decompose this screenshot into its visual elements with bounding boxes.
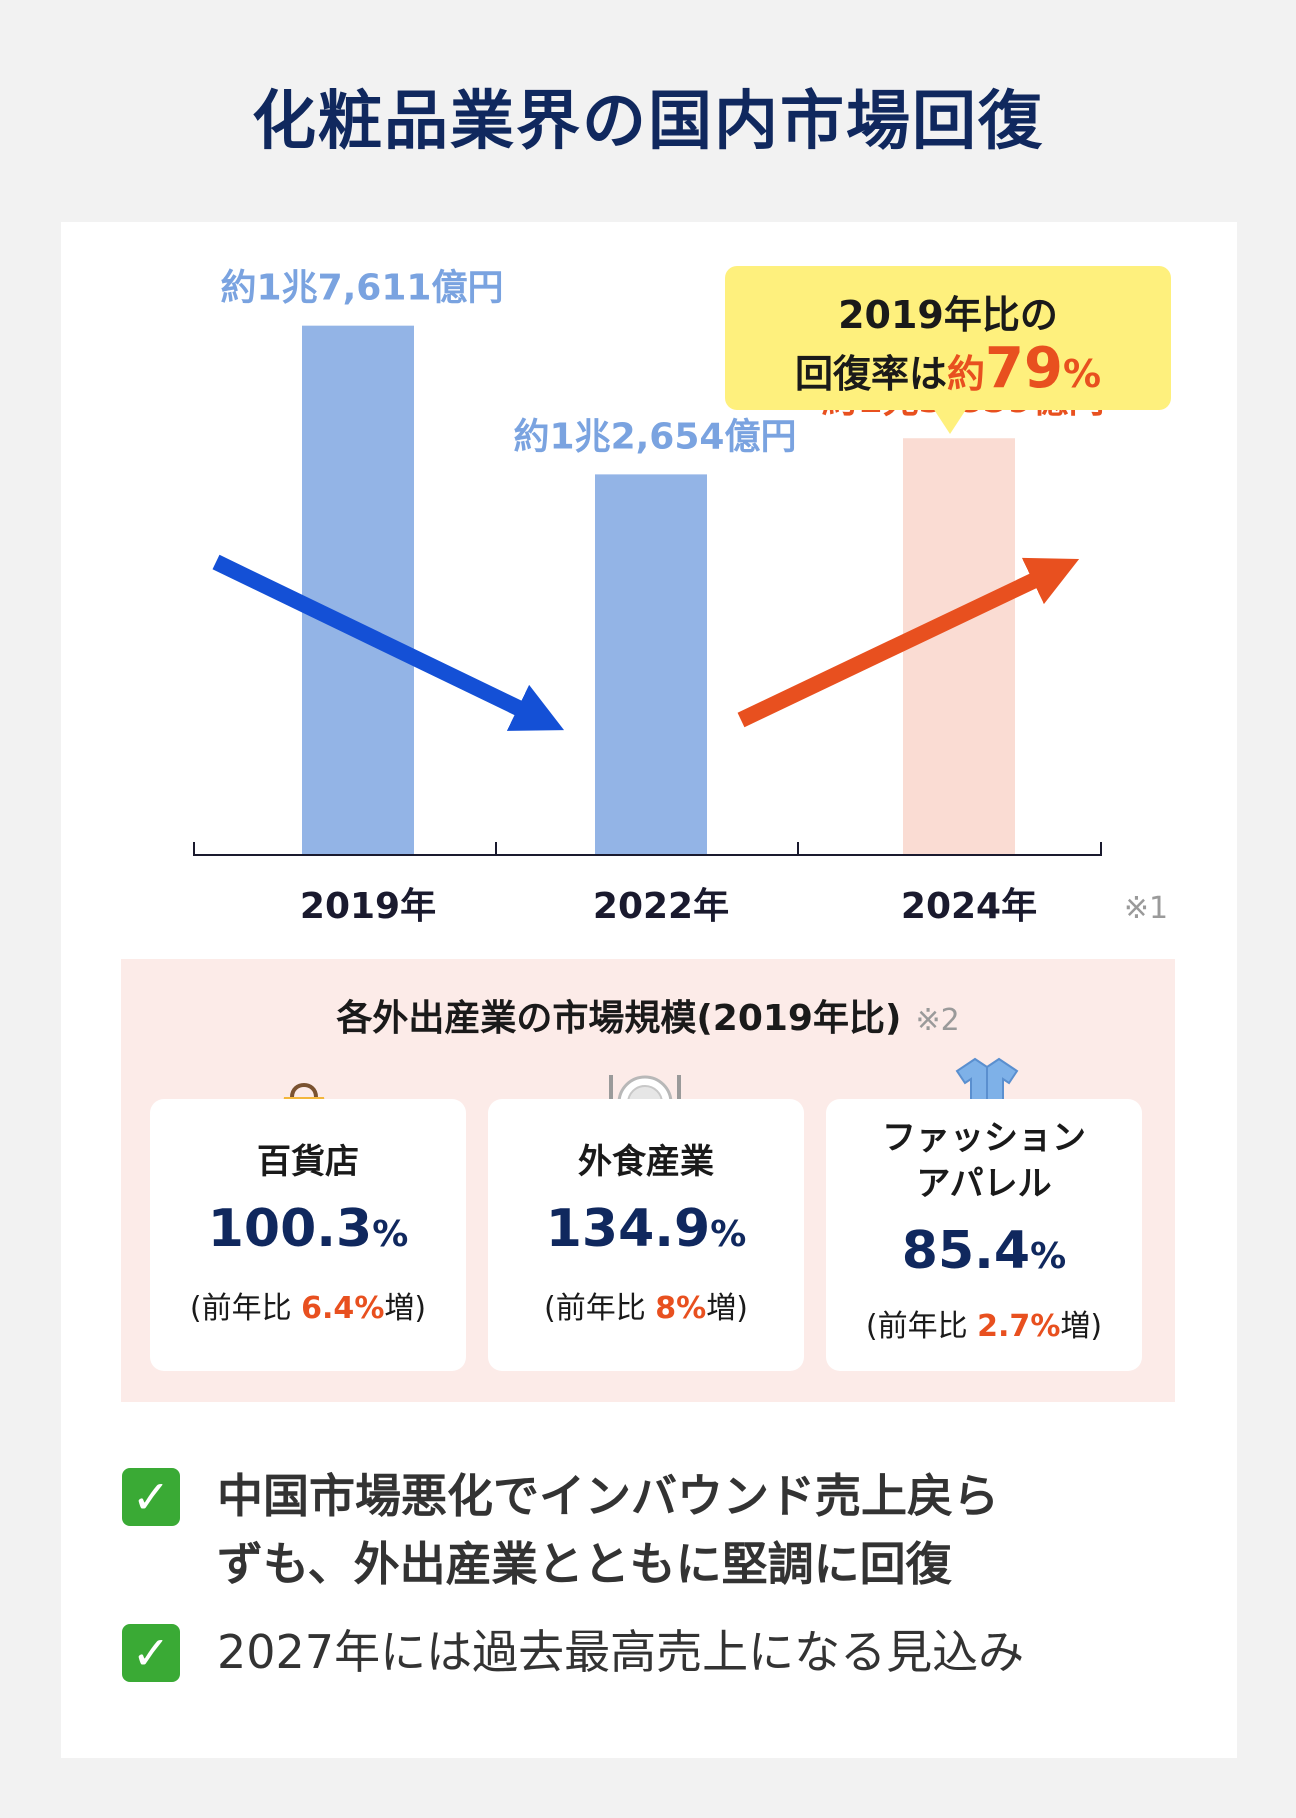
recovery-rate-callout: 2019年比の 回復率は約79%	[725, 266, 1171, 410]
industry-value-number: 85.4	[901, 1221, 1031, 1281]
callout-prefix: 回復率は	[794, 352, 947, 396]
callout-about: 約	[946, 352, 985, 396]
value-label: 約1兆7,611億円	[221, 268, 504, 309]
yoy-unit: %	[676, 1291, 707, 1326]
yoy-number: 8	[655, 1291, 677, 1326]
yoy-unit: %	[354, 1291, 385, 1326]
callout-rate-number: 79	[985, 336, 1063, 401]
checklist-text-line1: 中国市場悪化でインバウンド売上戻ら	[217, 1469, 999, 1523]
industry-card-food-service: 外食産業 134.9% (前年比 8%増)	[488, 1099, 804, 1371]
x-axis	[193, 842, 1102, 856]
industry-name-line1: ファッション	[882, 1118, 1086, 1158]
industry-name-line2: アパレル	[916, 1164, 1052, 1204]
industry-value-number: 134.9	[545, 1199, 711, 1259]
industry-panel: 各外出産業の市場規模(2019年比) ※2 百貨店 100.3% (前年比 6.4…	[121, 959, 1175, 1402]
panel-title: 各外出産業の市場規模(2019年比) ※2	[121, 989, 1175, 1041]
down-trend-arrow	[212, 554, 565, 731]
industry-yoy: (前年比 6.4%増)	[150, 1283, 466, 1327]
up-trend-arrow	[737, 557, 1080, 728]
industry-value: 100.3%	[150, 1199, 466, 1259]
yoy-prefix: (前年比	[189, 1291, 302, 1326]
bar-2024年	[903, 438, 1015, 854]
x-tick-label: 2022年	[593, 886, 729, 927]
industry-card-department-store: 百貨店 100.3% (前年比 6.4%増)	[150, 1099, 466, 1371]
yoy-prefix: (前年比	[865, 1309, 978, 1344]
yoy-unit: %	[1030, 1309, 1061, 1344]
industry-name: 外食産業	[578, 1142, 714, 1182]
x-tick-label: 2019年	[300, 886, 436, 927]
yoy-suffix: 増)	[1060, 1309, 1103, 1344]
industry-name: 百貨店	[257, 1142, 359, 1182]
panel-note: ※2	[915, 1003, 960, 1038]
callout-tail	[933, 408, 967, 434]
callout-line2: 回復率は約79%	[725, 336, 1171, 401]
chart-note: ※1	[1124, 891, 1168, 926]
industry-value: 134.9%	[488, 1199, 804, 1259]
x-tick-labels: 2019年 2022年 2024年	[300, 886, 1037, 927]
bar-series	[302, 325, 1015, 854]
industry-value-number: 100.3	[207, 1199, 373, 1259]
check-icon: ✓	[122, 1624, 180, 1682]
industry-value-unit: %	[1030, 1236, 1067, 1277]
x-tick-label: 2024年	[901, 886, 1037, 927]
industry-yoy: (前年比 8%増)	[488, 1283, 804, 1327]
panel-title-text: 各外出産業の市場規模(2019年比)	[336, 998, 902, 1039]
yoy-number: 2.7	[977, 1309, 1031, 1344]
value-label: 約1兆2,654億円	[514, 416, 797, 457]
bar-2022年	[595, 474, 707, 854]
yoy-suffix: 増)	[384, 1291, 427, 1326]
industry-value-unit: %	[372, 1214, 409, 1255]
industry-card-fashion-apparel: ファッション アパレル 85.4% (前年比 2.7%増)	[826, 1099, 1142, 1371]
checklist-text: 中国市場悪化でインバウンド売上戻ら ずも、外出産業とともに堅調に回復	[217, 1462, 1177, 1598]
checklist-text: 2027年には過去最高売上になる見込み	[217, 1625, 1025, 1679]
callout-line1: 2019年比の	[838, 293, 1058, 337]
industry-value-unit: %	[710, 1214, 747, 1255]
yoy-suffix: 増)	[706, 1291, 748, 1326]
page-title: 化粧品業界の国内市場回復	[252, 85, 1044, 159]
yoy-prefix: (前年比	[544, 1291, 656, 1326]
bar-2019年	[302, 325, 414, 854]
callout-percent: %	[1062, 352, 1102, 396]
yoy-number: 6.4	[301, 1291, 355, 1326]
checklist-text-line2: ずも、外出産業とともに堅調に回復	[217, 1537, 952, 1591]
industry-yoy: (前年比 2.7%増)	[826, 1301, 1142, 1345]
industry-value: 85.4%	[826, 1221, 1142, 1281]
check-icon: ✓	[122, 1468, 180, 1526]
